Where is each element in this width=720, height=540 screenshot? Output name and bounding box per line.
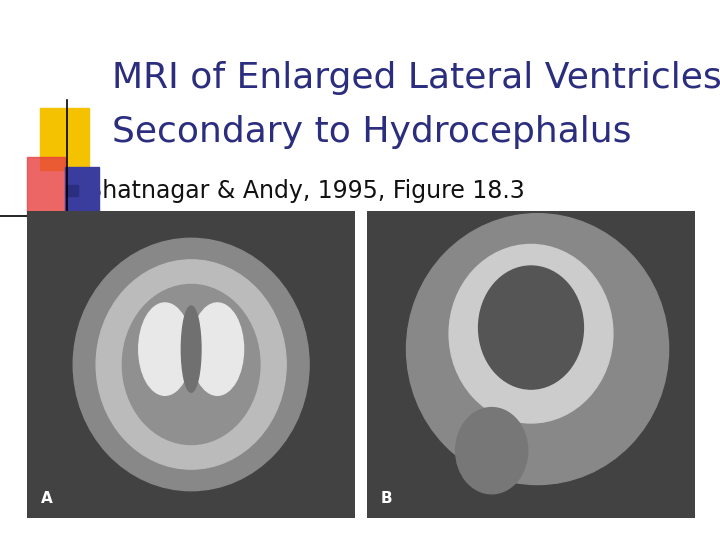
Text: MRI of Enlarged Lateral Ventricles: MRI of Enlarged Lateral Ventricles <box>112 62 720 95</box>
Ellipse shape <box>73 238 309 491</box>
Ellipse shape <box>456 408 528 494</box>
Ellipse shape <box>449 245 613 423</box>
Ellipse shape <box>181 306 201 392</box>
Bar <box>65 167 99 216</box>
Ellipse shape <box>96 260 286 469</box>
Text: A: A <box>40 491 53 506</box>
Bar <box>27 157 65 219</box>
Ellipse shape <box>407 214 669 484</box>
Bar <box>66 185 78 196</box>
Ellipse shape <box>479 266 583 389</box>
Ellipse shape <box>122 285 260 444</box>
Text: Secondary to Hydrocephalus: Secondary to Hydrocephalus <box>112 116 631 149</box>
Bar <box>40 108 89 170</box>
Ellipse shape <box>139 303 192 395</box>
Ellipse shape <box>191 303 243 395</box>
Text: B: B <box>380 491 392 506</box>
Text: Bhatnagar & Andy, 1995, Figure 18.3: Bhatnagar & Andy, 1995, Figure 18.3 <box>86 179 525 202</box>
